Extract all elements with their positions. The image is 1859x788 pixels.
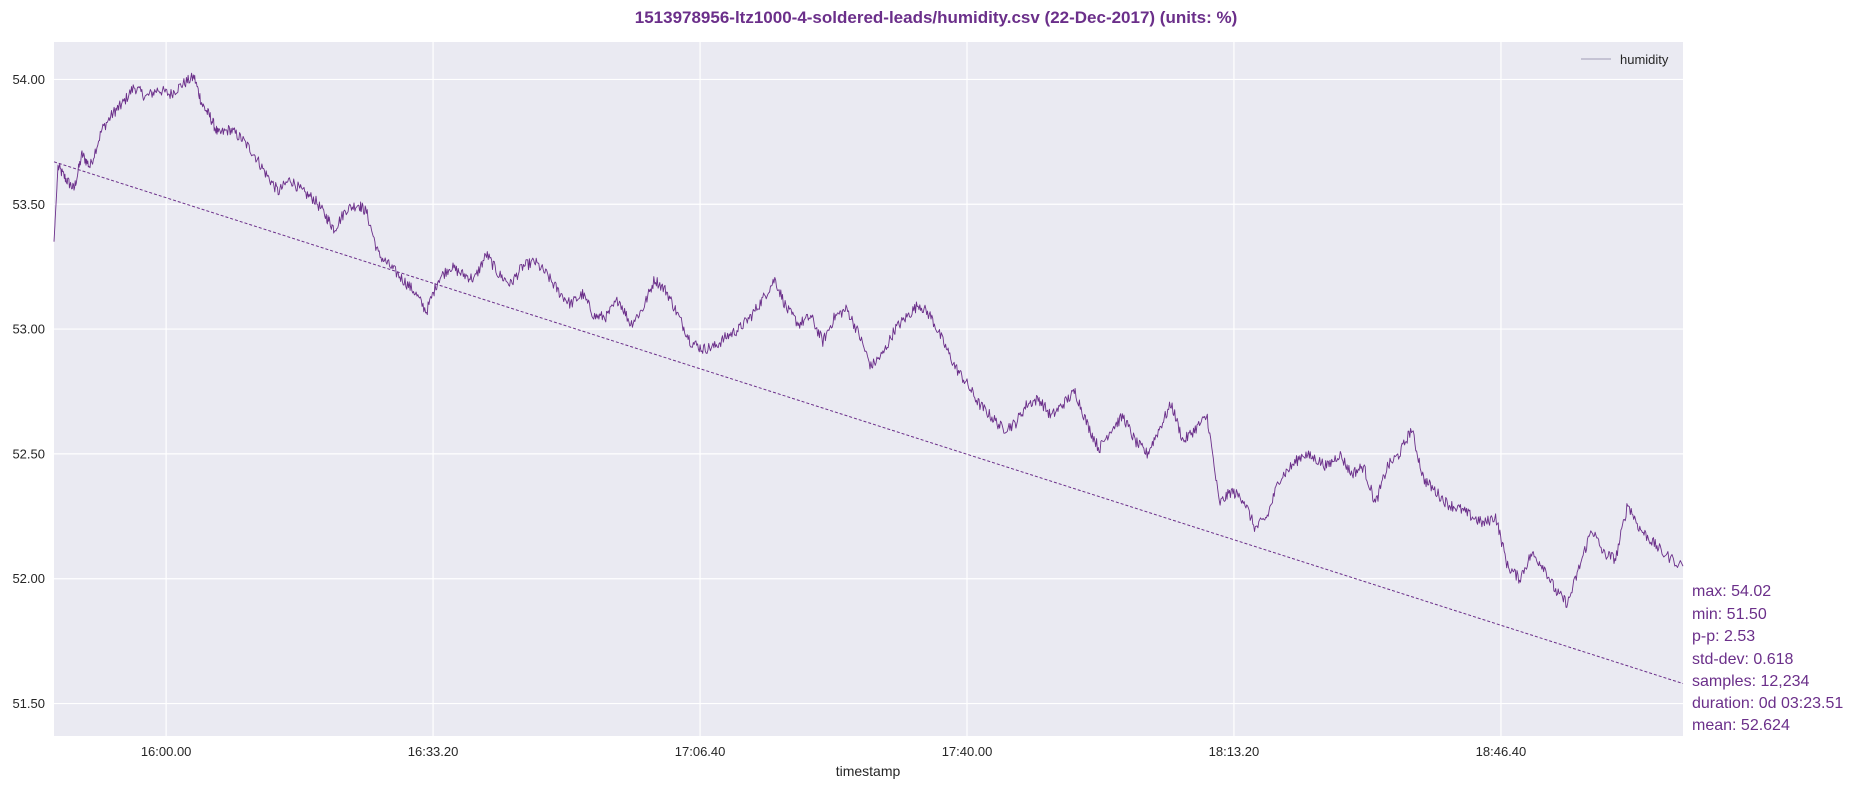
- y-tick-label: 52.50: [12, 446, 45, 461]
- x-tick-label: 18:13.20: [1209, 744, 1260, 759]
- stat-min: min: 51.50: [1692, 606, 1767, 623]
- y-tick-label: 51.50: [12, 696, 45, 711]
- legend-label: humidity: [1620, 52, 1669, 67]
- y-tick-label: 52.00: [12, 571, 45, 586]
- stat-mean: mean: 52.624: [1692, 717, 1790, 734]
- trend-line: [53, 161, 1684, 685]
- series-layer: [53, 72, 1684, 685]
- y-tick-label: 53.00: [12, 322, 45, 337]
- x-tick-label: 16:33.20: [408, 744, 459, 759]
- chart-title: 1513978956-ltz1000-4-soldered-leads/humi…: [635, 8, 1238, 27]
- x-tick-label: 16:00.00: [141, 744, 192, 759]
- x-axis-ticks: 16:00.00 16:33.20 17:06.40 17:40.00 18:13.20…: [141, 744, 1526, 759]
- y-tick-label: 53.50: [12, 197, 45, 212]
- stat-std-dev: std-dev: 0.618: [1692, 651, 1794, 668]
- grid-lines: [54, 42, 1683, 736]
- stat-duration: duration: 0d 03:23.51: [1692, 695, 1843, 712]
- stat-pp: p-p: 2.53: [1692, 628, 1755, 645]
- x-axis-label: timestamp: [836, 763, 901, 779]
- stat-samples: samples: 12,234: [1692, 673, 1810, 690]
- x-tick-label: 17:40.00: [942, 744, 993, 759]
- y-tick-label: 54.00: [12, 72, 45, 87]
- x-tick-label: 17:06.40: [675, 744, 726, 759]
- x-tick-label: 18:46.40: [1476, 744, 1527, 759]
- series-line-humidity: [53, 72, 1684, 608]
- stats-panel: max: 54.02 min: 51.50 p-p: 2.53 std-dev:…: [1692, 583, 1843, 734]
- stat-max: max: 54.02: [1692, 583, 1771, 600]
- plot-area: [54, 42, 1683, 736]
- y-axis-ticks: 51.50 52.00 52.50 53.00 53.50 54.00: [12, 72, 45, 711]
- legend: humidity: [1581, 52, 1669, 67]
